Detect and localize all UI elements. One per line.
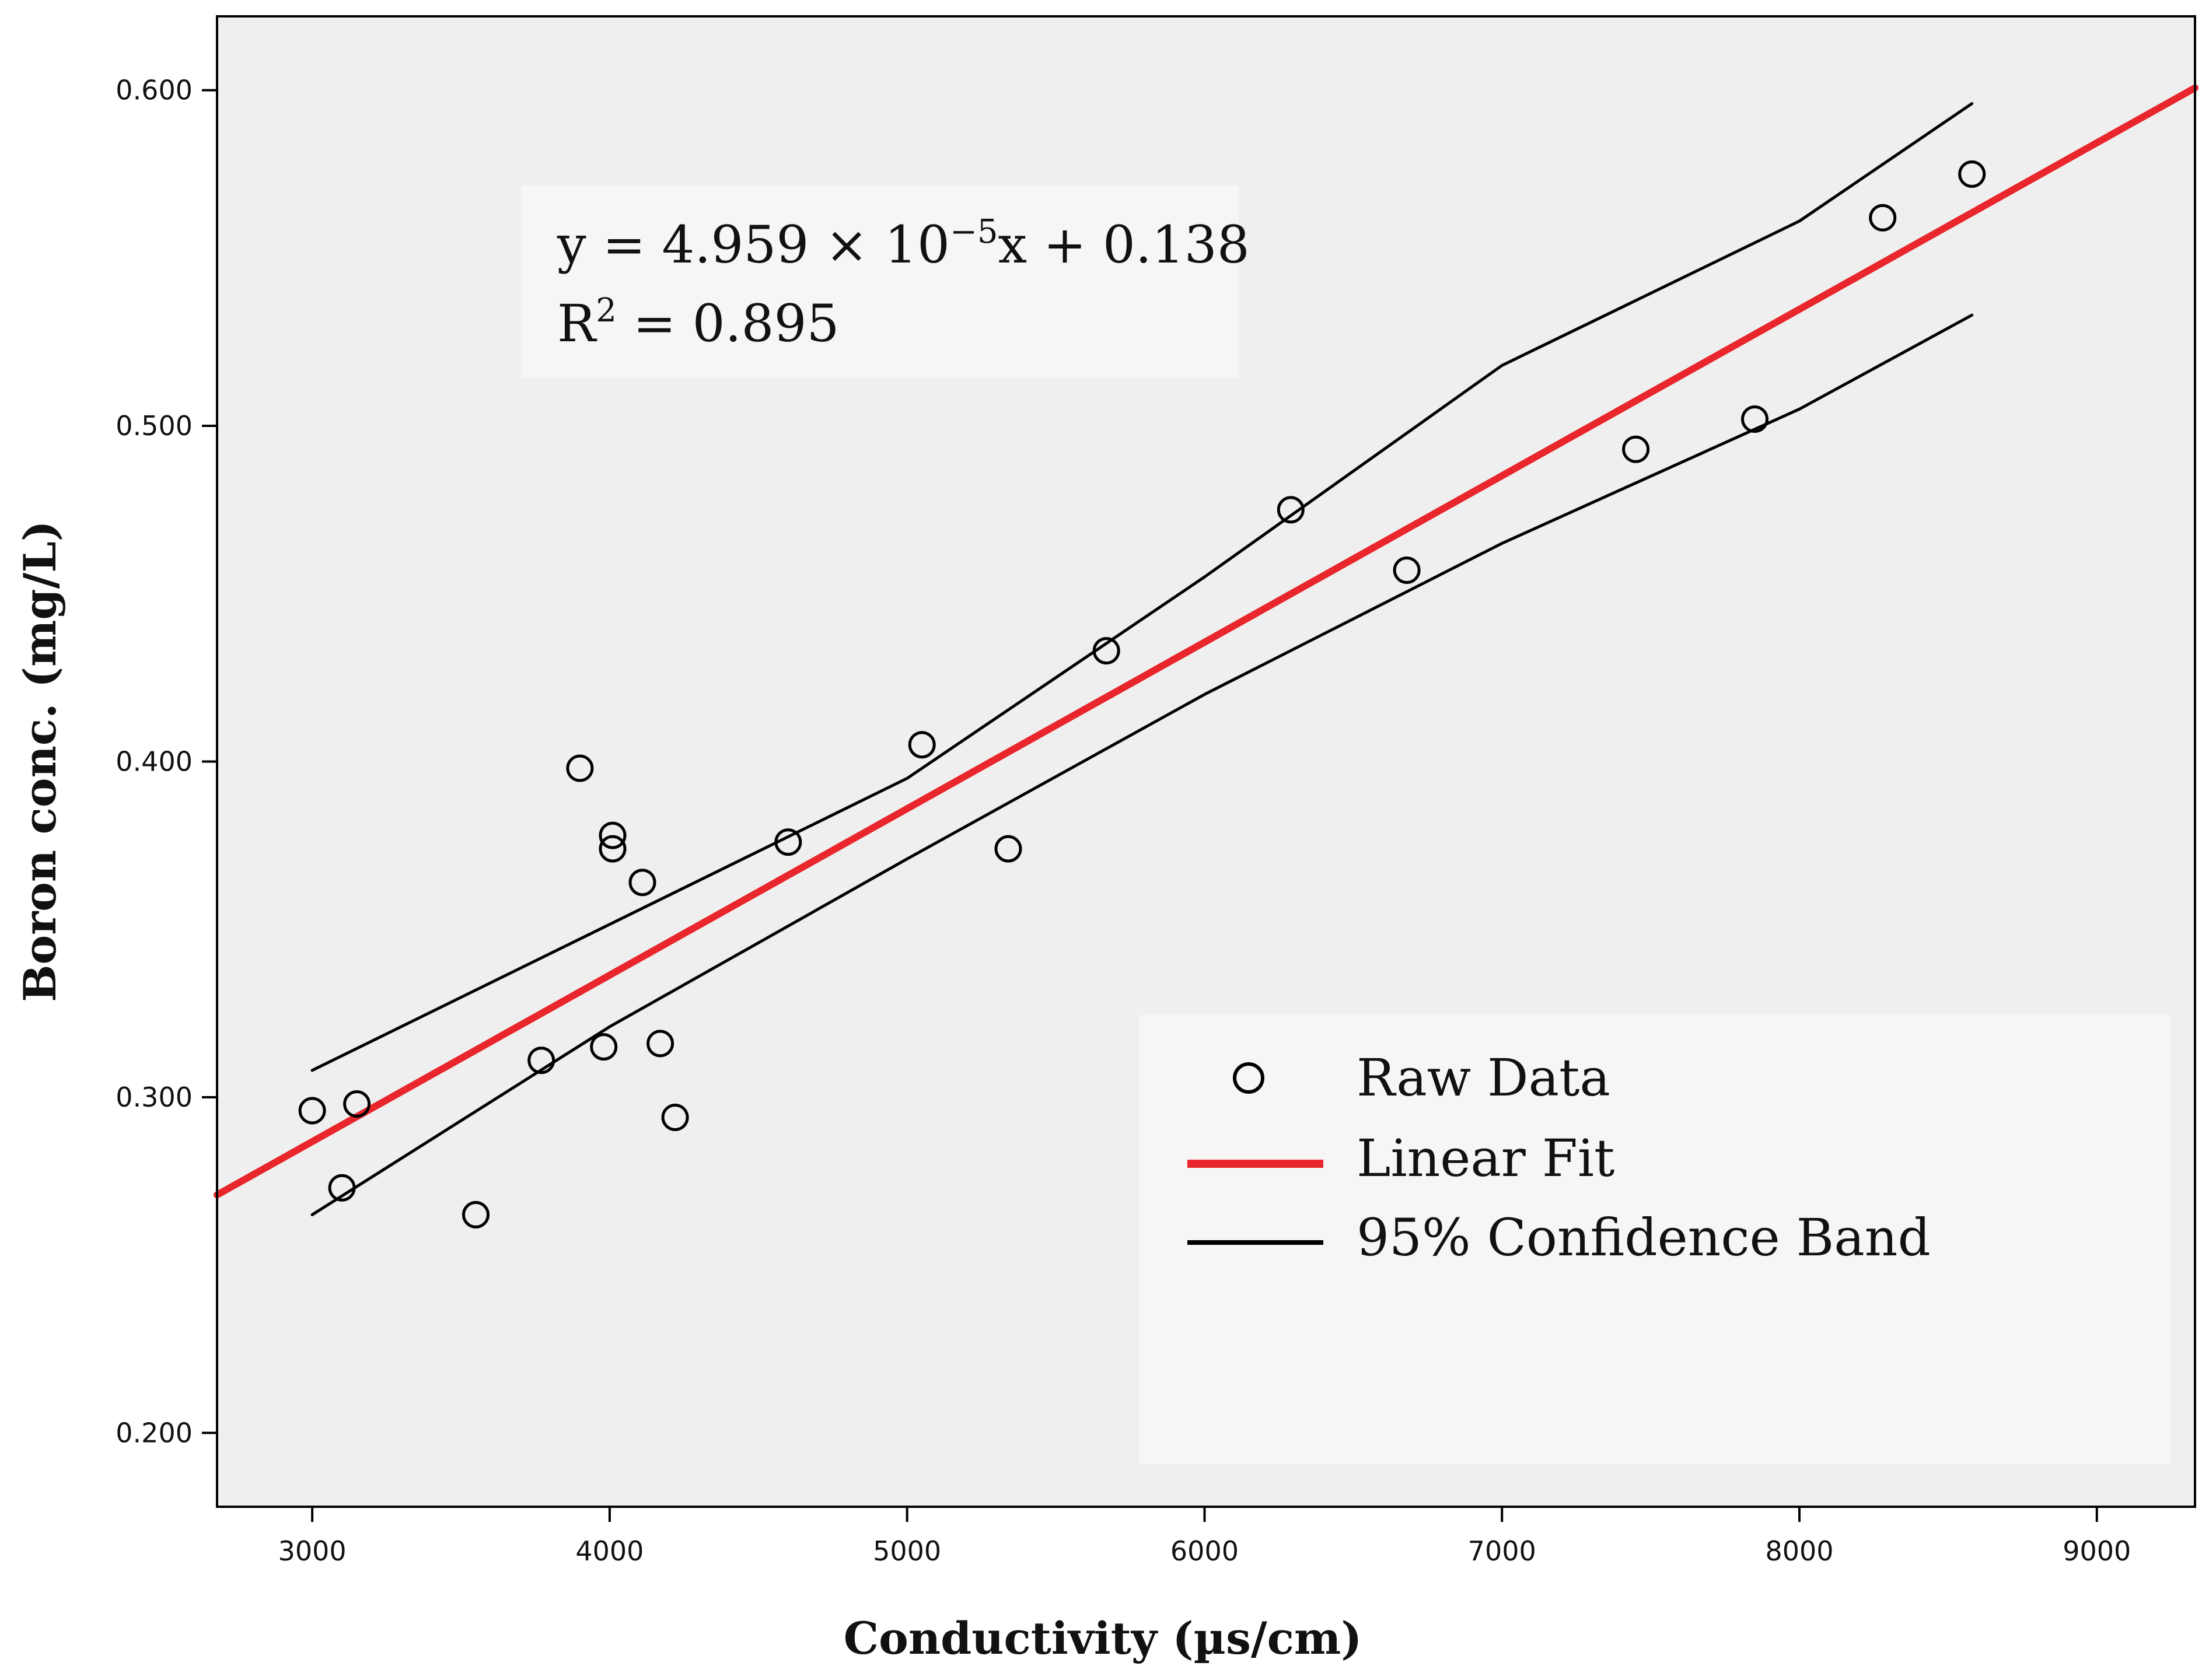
y-tick-label: 0.200 [116,1417,193,1448]
legend-raw-data-marker [1233,1062,1264,1094]
x-axis-title: Conductivity (µs/cm) [844,1612,1362,1664]
linear-fit-line [214,84,2198,1199]
equation-box [521,186,1239,378]
axis-layer: 3000 4000 5000 6000 7000 8000 9000 0.200 0.300 0.… [116,75,2131,1567]
x-tick-label: 6000 [1170,1535,1239,1567]
legend-raw-data-label: Raw Data [1357,1048,1610,1108]
data-point-3 [343,1090,371,1118]
data-point-15 [994,835,1022,863]
data-point-9 [599,821,627,849]
x-tick-label: 7000 [1468,1535,1536,1567]
equation-line-2: R2 = 0.895 [557,292,840,354]
confidence-band-line-1 [310,102,1974,1072]
y-tick-label: 0.400 [116,746,193,778]
confidence-band-line-2 [310,313,1974,1216]
data-point-20 [1741,405,1768,433]
data-point-10 [628,869,656,897]
equation-line-2-suffix: = 0.895 [617,293,840,354]
data-point-11 [646,1030,674,1058]
y-tick-label: 0.300 [116,1082,193,1113]
y-tick-label: 0.500 [116,410,193,442]
x-tick-label: 3000 [278,1535,347,1567]
equation-line-1-exponent: −5 [950,213,998,251]
data-point-19 [1622,435,1650,463]
series-layer [214,84,2198,1216]
data-point-16 [1092,637,1120,665]
data-point-17 [1277,496,1305,524]
data-point-4 [462,1200,490,1228]
data-point-12 [661,1104,689,1131]
equation-line-1-prefix: y = 4.959 × 10 [557,215,950,275]
y-tick-label: 0.600 [116,75,193,106]
points-layer [298,160,1986,1228]
data-point-1 [298,1097,326,1125]
legend-linear-fit-label: Linear Fit [1357,1128,1614,1188]
y-axis-title: Boron conc. (mg/L) [14,520,66,1002]
data-point-6 [566,754,594,782]
legend: Raw Data Linear Fit 95% Confidence Band [1187,1048,1931,1268]
equation-line-1-suffix: x + 0.138 [998,215,1250,275]
x-tick-label: 4000 [575,1535,644,1567]
data-point-21 [1869,204,1897,232]
legend-box [1139,1015,2170,1464]
data-point-5 [527,1046,555,1074]
data-point-7 [590,1033,618,1061]
equation-line-2-exponent: 2 [596,292,617,330]
data-point-14 [908,731,936,759]
x-tick-label: 8000 [1765,1535,1833,1567]
x-tick-label: 5000 [873,1535,941,1567]
data-point-13 [774,828,802,856]
data-point-8 [599,835,627,863]
x-tick-label: 9000 [2063,1535,2131,1567]
equation-line-2-prefix: R [557,293,597,354]
data-point-18 [1393,556,1421,584]
data-point-2 [328,1174,356,1202]
data-point-22 [1958,160,1986,188]
legend-confidence-band-label: 95% Confidence Band [1357,1208,1931,1268]
equation-line-1: y = 4.959 × 10−5x + 0.138 [557,213,1250,275]
